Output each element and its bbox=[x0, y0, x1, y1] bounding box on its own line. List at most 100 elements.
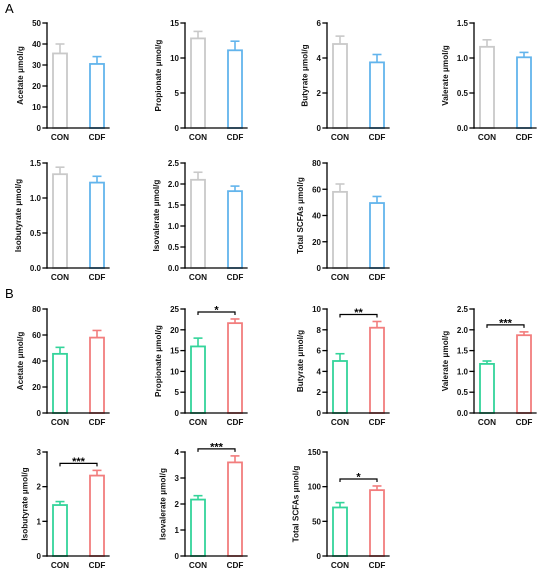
x-tick-label-con: CON bbox=[189, 273, 207, 282]
significance-label: * bbox=[356, 471, 361, 483]
bar-con bbox=[190, 178, 206, 269]
y-tick-label: 10 bbox=[312, 305, 321, 314]
significance-bracket bbox=[339, 478, 378, 482]
chart-a-total-scfas: CON CDF 0 20 40 60 80 Total SCFAs μmol/g bbox=[296, 159, 390, 282]
y-tick-label: 4 bbox=[317, 54, 322, 63]
y-tick-label: 3 bbox=[175, 474, 180, 483]
y-axis-label: Total SCFAs μmol/g bbox=[296, 177, 305, 254]
y-tick-label: 1.0 bbox=[457, 367, 469, 376]
chart-a-acetate: CON CDF 0 10 20 30 40 50 Acetate μmol/g bbox=[16, 19, 110, 142]
y-tick-label: 0.0 bbox=[30, 264, 42, 273]
x-tick-label-con: CON bbox=[189, 133, 207, 142]
significance-label: *** bbox=[72, 456, 86, 468]
bar-con bbox=[332, 43, 348, 129]
significance-bracket bbox=[197, 448, 236, 452]
y-tick-label: 0 bbox=[175, 552, 180, 561]
y-tick-label: 80 bbox=[312, 159, 321, 168]
chart-a-valerate: CON CDF 0.0 0.5 1.0 1.5 Valerate μmol/g bbox=[441, 19, 537, 142]
x-tick-label-cdf: CDF bbox=[89, 273, 106, 282]
significance-bracket bbox=[197, 311, 236, 315]
y-tick-label: 5 bbox=[175, 89, 180, 98]
y-tick-label: 0 bbox=[175, 409, 180, 418]
y-tick-label: 0 bbox=[175, 124, 180, 133]
bar-con bbox=[190, 37, 206, 129]
bar-con bbox=[52, 52, 68, 129]
chart-b-propionate: CON CDF 0 5 10 15 20 25 Propionate μmol/g * bbox=[154, 304, 248, 427]
x-tick-label-con: CON bbox=[331, 418, 349, 427]
y-tick-label: 0 bbox=[317, 264, 322, 273]
bar-cdf bbox=[227, 49, 243, 129]
y-tick-label: 100 bbox=[308, 483, 322, 492]
x-tick-label-cdf: CDF bbox=[369, 133, 386, 142]
y-tick-label: 3 bbox=[37, 448, 42, 457]
bar-cdf bbox=[89, 181, 105, 269]
y-axis-label: Butyrate μmol/g bbox=[296, 330, 305, 392]
y-tick-label: 40 bbox=[32, 357, 41, 366]
x-tick-label-cdf: CDF bbox=[516, 418, 533, 427]
bar-con bbox=[479, 363, 495, 414]
y-tick-label: 50 bbox=[32, 19, 41, 28]
significance-label: *** bbox=[210, 441, 224, 453]
y-tick-label: 0.5 bbox=[168, 243, 180, 252]
bar-cdf bbox=[227, 461, 243, 557]
y-tick-label: 150 bbox=[308, 448, 322, 457]
y-tick-label: 40 bbox=[312, 212, 321, 221]
x-tick-label-cdf: CDF bbox=[227, 561, 244, 570]
chart-a-isobutyrate: CON CDF 0.0 0.5 1.0 1.5 Isobutyrate μmol/g bbox=[14, 159, 110, 282]
y-tick-label: 50 bbox=[312, 517, 321, 526]
chart-b-isobutyrate: CON CDF 0 1 2 3 Isobutyrate μmol/g *** bbox=[21, 448, 110, 570]
y-tick-label: 30 bbox=[32, 61, 41, 70]
x-tick-label-con: CON bbox=[51, 273, 69, 282]
bar-cdf bbox=[227, 190, 243, 269]
significance-bracket bbox=[59, 462, 98, 467]
bar-cdf bbox=[369, 202, 385, 269]
y-axis-label: Valerate μmol/g bbox=[441, 45, 450, 106]
y-tick-label: 2.5 bbox=[457, 305, 469, 314]
y-axis-label: Isovalerate μmol/g bbox=[159, 468, 168, 540]
chart-b-isovalerate: CON CDF 0 1 2 3 4 Isovalerate μmol/g *** bbox=[159, 441, 248, 570]
bar-con bbox=[190, 498, 206, 557]
y-tick-label: 2.0 bbox=[457, 326, 469, 335]
y-tick-label: 60 bbox=[32, 331, 41, 340]
y-tick-label: 1.0 bbox=[30, 194, 42, 203]
y-tick-label: 0.5 bbox=[457, 388, 469, 397]
y-tick-label: 0 bbox=[37, 409, 42, 418]
y-tick-label: 0.0 bbox=[457, 124, 469, 133]
y-tick-label: 2 bbox=[175, 500, 180, 509]
x-tick-label-cdf: CDF bbox=[89, 133, 106, 142]
y-tick-label: 25 bbox=[170, 305, 179, 314]
x-tick-label-con: CON bbox=[51, 133, 69, 142]
y-tick-label: 0 bbox=[317, 124, 322, 133]
bar-con bbox=[332, 360, 348, 414]
y-axis-label: Propionate μmol/g bbox=[154, 40, 163, 112]
x-tick-label-con: CON bbox=[189, 418, 207, 427]
significance-label: * bbox=[214, 304, 219, 316]
panel-label-b: B bbox=[5, 286, 14, 301]
chart-a-isovalerate: CON CDF 0.0 0.5 1.0 1.5 2.0 2.5 Isovalerate μmol… bbox=[152, 159, 248, 282]
y-tick-label: 8 bbox=[317, 326, 322, 335]
x-tick-label-con: CON bbox=[331, 273, 349, 282]
y-tick-label: 40 bbox=[32, 40, 41, 49]
y-tick-label: 10 bbox=[170, 367, 179, 376]
bar-cdf bbox=[369, 489, 385, 557]
y-tick-label: 1.5 bbox=[168, 201, 180, 210]
y-axis-label: Propionate μmol/g bbox=[154, 325, 163, 397]
y-tick-label: 2.5 bbox=[168, 159, 180, 168]
x-tick-label-cdf: CDF bbox=[227, 133, 244, 142]
significance-label: *** bbox=[499, 317, 513, 329]
x-tick-label-con: CON bbox=[51, 418, 69, 427]
bar-con bbox=[332, 506, 348, 557]
bar-con bbox=[332, 190, 348, 269]
x-tick-label-cdf: CDF bbox=[227, 418, 244, 427]
y-tick-label: 20 bbox=[32, 383, 41, 392]
x-tick-label-con: CON bbox=[331, 561, 349, 570]
x-tick-label-cdf: CDF bbox=[369, 273, 386, 282]
y-tick-label: 4 bbox=[317, 367, 322, 376]
y-tick-label: 60 bbox=[312, 185, 321, 194]
bar-cdf bbox=[369, 326, 385, 414]
y-tick-label: 6 bbox=[317, 19, 322, 28]
y-axis-label: Isovalerate μmol/g bbox=[152, 180, 161, 252]
y-tick-label: 0 bbox=[317, 552, 322, 561]
y-tick-label: 6 bbox=[317, 347, 322, 356]
